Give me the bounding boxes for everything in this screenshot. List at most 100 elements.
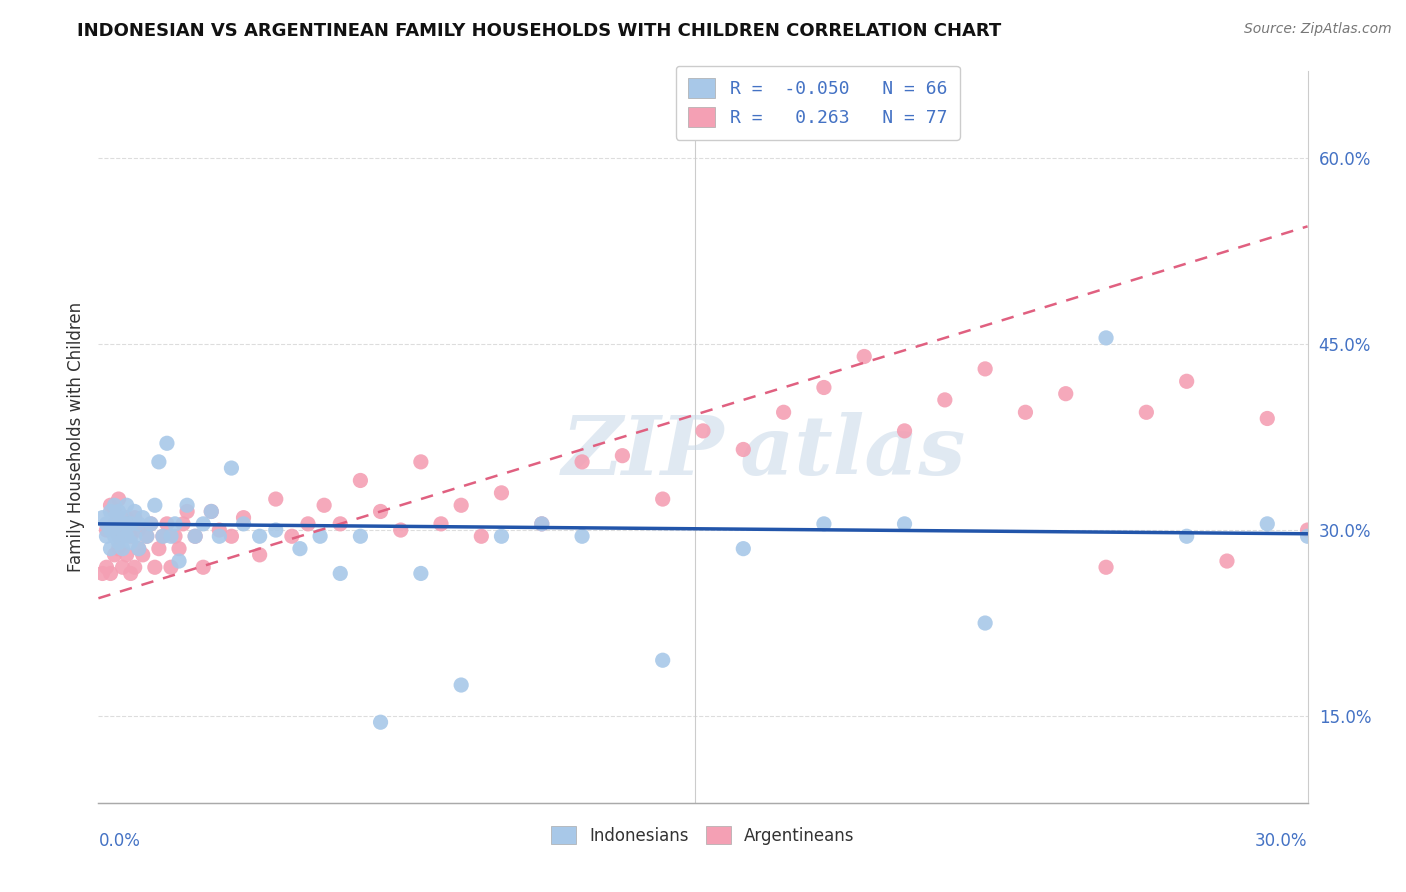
Point	[103, 510, 125, 524]
Point	[152, 529, 174, 543]
Point	[232, 516, 254, 531]
Point	[329, 566, 352, 581]
Y-axis label: Family Households with Children: Family Households with Children	[66, 302, 84, 572]
Point	[193, 560, 215, 574]
Point	[156, 436, 179, 450]
Point	[96, 516, 118, 531]
Text: ZIP atlas: ZIP atlas	[561, 412, 966, 491]
Point	[651, 491, 673, 506]
Point	[107, 491, 129, 506]
Point	[1175, 529, 1198, 543]
Point	[530, 516, 553, 531]
Point	[281, 529, 304, 543]
Point	[115, 516, 138, 531]
Point	[1296, 529, 1319, 543]
Point	[772, 405, 794, 419]
Point	[143, 498, 166, 512]
Point	[163, 516, 186, 531]
Point	[1376, 529, 1399, 543]
Point	[152, 529, 174, 543]
Point	[934, 392, 956, 407]
Point	[143, 560, 166, 574]
Point	[91, 510, 114, 524]
Point	[221, 461, 243, 475]
Point	[571, 529, 593, 543]
Point	[167, 554, 190, 568]
Point	[96, 560, 118, 574]
Point	[160, 529, 183, 543]
Point	[135, 529, 157, 543]
Text: 30.0%: 30.0%	[1256, 832, 1308, 850]
Point	[314, 498, 336, 512]
Point	[470, 529, 492, 543]
Point	[264, 491, 287, 506]
Point	[853, 350, 876, 364]
Point	[160, 560, 183, 574]
Point	[115, 498, 138, 512]
Point	[156, 516, 179, 531]
Point	[148, 541, 170, 556]
Point	[1135, 405, 1157, 419]
Point	[612, 449, 634, 463]
Point	[135, 529, 157, 543]
Point	[264, 523, 287, 537]
Text: 0.0%: 0.0%	[98, 832, 141, 850]
Point	[103, 498, 125, 512]
Point	[139, 516, 162, 531]
Point	[120, 516, 142, 531]
Point	[120, 529, 142, 543]
Point	[148, 455, 170, 469]
Point	[132, 548, 155, 562]
Point	[96, 529, 118, 543]
Point	[1337, 554, 1360, 568]
Point	[1095, 331, 1118, 345]
Point	[115, 516, 138, 531]
Point	[974, 615, 997, 630]
Point	[200, 504, 222, 518]
Point	[221, 529, 243, 543]
Point	[651, 653, 673, 667]
Point	[120, 535, 142, 549]
Point	[103, 548, 125, 562]
Point	[100, 498, 122, 512]
Point	[430, 516, 453, 531]
Point	[288, 541, 311, 556]
Point	[692, 424, 714, 438]
Point	[124, 529, 146, 543]
Point	[733, 442, 755, 457]
Point	[813, 380, 835, 394]
Point	[1376, 516, 1399, 531]
Text: INDONESIAN VS ARGENTINEAN FAMILY HOUSEHOLDS WITH CHILDREN CORRELATION CHART: INDONESIAN VS ARGENTINEAN FAMILY HOUSEHO…	[77, 22, 1001, 40]
Point	[100, 541, 122, 556]
Point	[128, 523, 150, 537]
Point	[491, 529, 513, 543]
Point	[107, 504, 129, 518]
Point	[115, 529, 138, 543]
Point	[100, 523, 122, 537]
Point	[893, 424, 915, 438]
Point	[370, 504, 392, 518]
Point	[184, 529, 207, 543]
Point	[1216, 554, 1239, 568]
Point	[176, 504, 198, 518]
Point	[193, 516, 215, 531]
Point	[107, 535, 129, 549]
Point	[389, 523, 412, 537]
Point	[1296, 523, 1319, 537]
Point	[124, 504, 146, 518]
Point	[111, 541, 134, 556]
Point	[349, 474, 371, 488]
Point	[120, 566, 142, 581]
Point	[1256, 516, 1278, 531]
Point	[115, 510, 138, 524]
Point	[733, 541, 755, 556]
Point	[491, 486, 513, 500]
Point	[1095, 560, 1118, 574]
Point	[103, 516, 125, 531]
Point	[111, 560, 134, 574]
Point	[450, 678, 472, 692]
Point	[208, 529, 231, 543]
Point	[813, 516, 835, 531]
Point	[132, 510, 155, 524]
Point	[450, 498, 472, 512]
